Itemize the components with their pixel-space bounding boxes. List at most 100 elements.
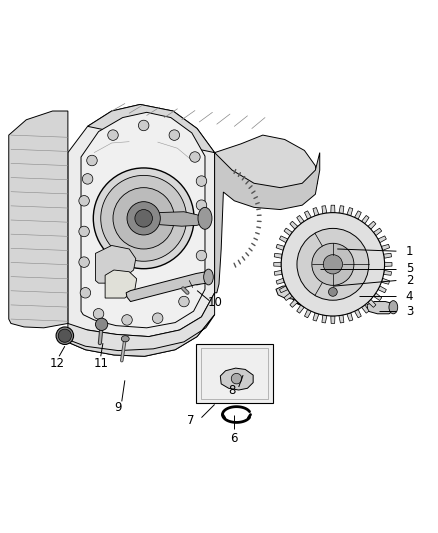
Polygon shape xyxy=(304,309,311,318)
Polygon shape xyxy=(313,207,319,216)
Polygon shape xyxy=(68,314,215,356)
Circle shape xyxy=(82,174,93,184)
Circle shape xyxy=(196,176,207,187)
Text: 3: 3 xyxy=(406,305,413,318)
Circle shape xyxy=(87,155,97,166)
Polygon shape xyxy=(331,205,335,213)
Circle shape xyxy=(196,251,207,261)
Text: 2: 2 xyxy=(406,274,413,287)
Circle shape xyxy=(93,168,194,269)
Ellipse shape xyxy=(204,269,213,285)
Polygon shape xyxy=(322,315,327,323)
Ellipse shape xyxy=(121,336,129,342)
Polygon shape xyxy=(367,302,394,314)
Circle shape xyxy=(190,152,200,162)
Text: 1: 1 xyxy=(406,245,413,257)
Polygon shape xyxy=(126,272,210,302)
Circle shape xyxy=(58,329,71,342)
Polygon shape xyxy=(384,253,392,259)
Text: 5: 5 xyxy=(406,262,413,275)
Circle shape xyxy=(113,188,174,249)
Bar xyxy=(201,349,268,399)
Polygon shape xyxy=(274,270,282,276)
Circle shape xyxy=(328,287,337,296)
Circle shape xyxy=(95,318,108,330)
Polygon shape xyxy=(361,215,369,224)
Text: 12: 12 xyxy=(49,357,64,370)
Polygon shape xyxy=(304,211,311,219)
Circle shape xyxy=(192,274,202,285)
Circle shape xyxy=(169,130,180,140)
Polygon shape xyxy=(374,228,382,236)
Polygon shape xyxy=(81,112,205,328)
Polygon shape xyxy=(220,368,253,390)
Polygon shape xyxy=(274,262,281,266)
Circle shape xyxy=(179,296,189,307)
Text: 8: 8 xyxy=(229,384,236,397)
Text: 7: 7 xyxy=(187,414,194,427)
Polygon shape xyxy=(290,221,298,229)
Circle shape xyxy=(108,130,118,140)
Polygon shape xyxy=(276,282,355,302)
Circle shape xyxy=(79,226,89,237)
Polygon shape xyxy=(297,305,304,313)
Polygon shape xyxy=(361,305,369,313)
Polygon shape xyxy=(347,313,353,321)
Polygon shape xyxy=(144,212,205,226)
Text: 6: 6 xyxy=(230,432,238,445)
Polygon shape xyxy=(384,270,392,276)
Circle shape xyxy=(80,287,91,298)
Circle shape xyxy=(79,196,89,206)
Text: 4: 4 xyxy=(406,290,413,303)
Circle shape xyxy=(101,175,187,261)
Circle shape xyxy=(56,327,74,344)
Text: 10: 10 xyxy=(207,296,222,309)
Polygon shape xyxy=(385,262,392,266)
Circle shape xyxy=(138,120,149,131)
Polygon shape xyxy=(381,278,390,284)
Polygon shape xyxy=(368,221,376,229)
Text: 11: 11 xyxy=(93,357,108,370)
Circle shape xyxy=(79,257,89,268)
Polygon shape xyxy=(378,236,386,243)
Circle shape xyxy=(323,255,343,274)
Polygon shape xyxy=(9,111,68,328)
Polygon shape xyxy=(105,270,137,298)
Circle shape xyxy=(297,229,369,300)
Text: 9: 9 xyxy=(114,401,122,414)
Circle shape xyxy=(231,374,242,384)
Polygon shape xyxy=(331,316,335,324)
Polygon shape xyxy=(297,215,304,224)
Circle shape xyxy=(196,200,207,211)
Polygon shape xyxy=(381,244,390,251)
Polygon shape xyxy=(339,206,344,214)
Polygon shape xyxy=(284,293,292,301)
Polygon shape xyxy=(279,236,288,243)
Polygon shape xyxy=(274,253,282,259)
Polygon shape xyxy=(279,286,288,293)
Circle shape xyxy=(93,309,104,319)
Polygon shape xyxy=(347,207,353,216)
Polygon shape xyxy=(354,309,361,318)
Circle shape xyxy=(122,314,132,325)
Circle shape xyxy=(152,313,163,324)
Ellipse shape xyxy=(198,207,212,229)
Polygon shape xyxy=(322,206,327,214)
Polygon shape xyxy=(215,152,320,293)
Polygon shape xyxy=(368,300,376,308)
Circle shape xyxy=(135,209,152,227)
Circle shape xyxy=(127,201,160,235)
Polygon shape xyxy=(68,293,215,356)
Polygon shape xyxy=(68,104,215,336)
Polygon shape xyxy=(284,228,292,236)
Bar xyxy=(196,344,273,403)
Polygon shape xyxy=(313,313,319,321)
Ellipse shape xyxy=(389,301,398,314)
Polygon shape xyxy=(276,244,284,251)
Polygon shape xyxy=(88,104,318,203)
Polygon shape xyxy=(95,246,136,283)
Polygon shape xyxy=(276,278,284,284)
Polygon shape xyxy=(290,300,298,308)
Circle shape xyxy=(312,243,354,285)
Polygon shape xyxy=(374,293,382,301)
